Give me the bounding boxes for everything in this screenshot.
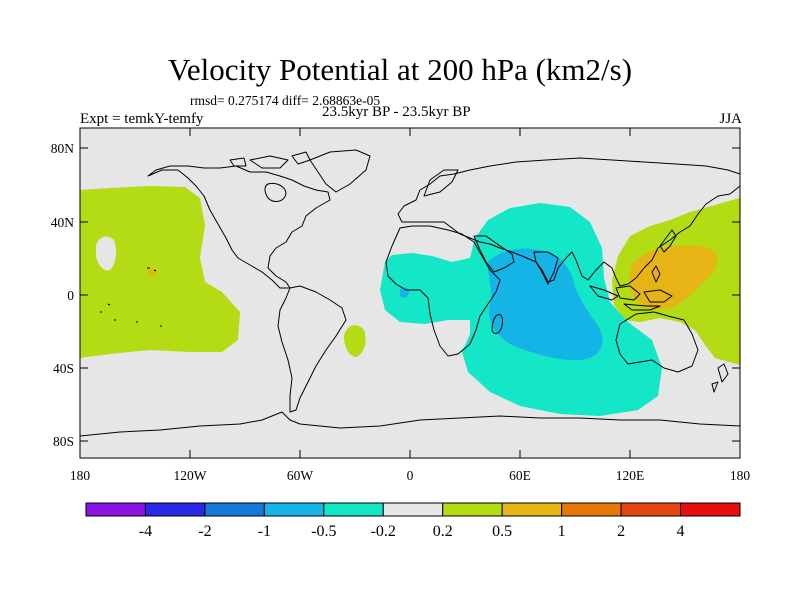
colorbar-swatch xyxy=(620,502,682,517)
coast-south-america xyxy=(277,285,347,413)
lat-tick-label: 40S xyxy=(53,361,74,376)
colorbar-label: 4 xyxy=(677,523,685,540)
strong-negative-indian-ocean xyxy=(487,248,603,361)
coast-madagascar xyxy=(491,313,503,334)
colorbar-label: -0.2 xyxy=(371,523,396,540)
colorbar-label: -1 xyxy=(258,523,271,540)
positive-region-south-atlantic xyxy=(344,325,366,357)
colorbar-label: 0.5 xyxy=(492,523,512,540)
coast-japan-philippines xyxy=(651,229,677,283)
coast-pacific-islands xyxy=(100,267,162,327)
colorbar-label: 1 xyxy=(558,523,566,540)
coast-scandinavia xyxy=(423,169,459,197)
negative-hole-pacific xyxy=(96,236,117,271)
stats-text: rmsd= 0.275174 diff= 2.68863e-05 xyxy=(190,93,381,108)
positive-region-west-pacific-wrap xyxy=(80,300,86,325)
positive-region-pacific xyxy=(80,186,240,358)
colorbar-swatch xyxy=(382,502,444,517)
experiment-label: Expt = temkY-temfy xyxy=(80,111,204,127)
lon-tick-label: 60E xyxy=(509,468,531,483)
coast-arctic-islands xyxy=(229,151,311,169)
lon-tick-label: 120W xyxy=(174,468,207,483)
longitude-axis: 180 120W 60W 0 60E 120E 180 xyxy=(70,468,751,483)
coast-india xyxy=(533,251,559,285)
coast-new-zealand xyxy=(711,363,729,393)
colorbar-swatch xyxy=(204,502,265,517)
lat-tick-label: 80N xyxy=(51,141,75,156)
lat-tick-label: 40N xyxy=(51,215,75,230)
colorbar-swatch xyxy=(561,502,622,517)
coast-antarctica xyxy=(80,411,740,437)
tick-marks xyxy=(79,128,741,458)
lat-tick-label: 0 xyxy=(67,288,74,303)
coast-north-america xyxy=(147,165,331,289)
latitude-axis: 80N 40N 0 40S 80S xyxy=(51,141,75,449)
colorbar xyxy=(85,502,741,517)
coastlines xyxy=(80,149,740,437)
coast-eurasia xyxy=(397,157,740,287)
season-label: JJA xyxy=(719,111,742,127)
lon-tick-label: 180 xyxy=(730,468,751,483)
colorbar-label: 2 xyxy=(617,523,625,540)
coast-australia xyxy=(615,311,699,373)
colorbar-label: -4 xyxy=(139,523,152,540)
period-label: 23.5kyr BP - 23.5kyr BP xyxy=(322,104,471,120)
coast-hudson-bay xyxy=(264,183,287,202)
colorbar-swatch xyxy=(263,502,325,517)
colorbar-swatch xyxy=(323,502,384,517)
plot-title: Velocity Potential at 200 hPa (km2/s) xyxy=(167,52,633,87)
colorbar-label: -0.5 xyxy=(311,523,336,540)
colorbar-label: 0.2 xyxy=(433,523,453,540)
colorbar-swatch xyxy=(680,502,741,517)
lon-tick-label: 180 xyxy=(70,468,91,483)
colorbar-swatch xyxy=(85,502,146,517)
lon-tick-label: 0 xyxy=(407,468,414,483)
coast-arabia xyxy=(473,235,515,273)
coast-africa xyxy=(385,225,501,357)
lon-tick-label: 60W xyxy=(287,468,314,483)
colorbar-labels: -4 -2 -1 -0.5 -0.2 0.2 0.5 1 2 4 xyxy=(139,523,685,540)
coast-greenland xyxy=(309,149,371,193)
map-panel xyxy=(79,127,741,459)
lon-tick-label: 120E xyxy=(616,468,645,483)
colorbar-swatch xyxy=(442,502,503,517)
colorbar-swatch xyxy=(501,502,563,517)
colorbar-swatch xyxy=(144,502,206,517)
strong-positive-west-pacific xyxy=(629,245,718,310)
coast-indonesia xyxy=(589,285,673,311)
lat-tick-label: 80S xyxy=(53,434,74,449)
colorbar-label: -2 xyxy=(198,523,211,540)
